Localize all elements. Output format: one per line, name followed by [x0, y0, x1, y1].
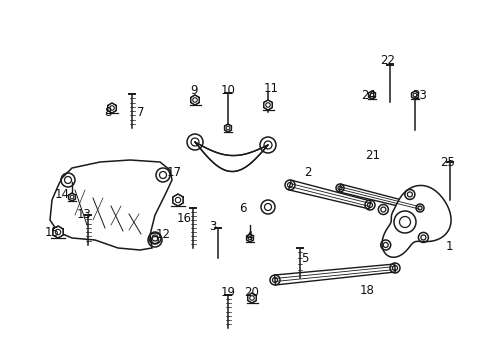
Polygon shape: [108, 103, 116, 113]
Text: 22: 22: [381, 54, 395, 67]
Text: 20: 20: [245, 285, 259, 298]
Text: 7: 7: [137, 105, 145, 118]
Polygon shape: [247, 293, 256, 303]
Text: 5: 5: [301, 252, 309, 265]
Text: 21: 21: [366, 149, 381, 162]
Text: 4: 4: [245, 230, 253, 243]
Polygon shape: [289, 180, 371, 209]
Polygon shape: [53, 226, 63, 238]
Text: 25: 25: [441, 156, 455, 168]
Polygon shape: [274, 264, 395, 285]
Text: 2: 2: [304, 166, 312, 179]
Text: 15: 15: [45, 225, 59, 239]
Text: 11: 11: [264, 81, 278, 95]
Text: 10: 10: [220, 84, 235, 96]
Text: 3: 3: [209, 220, 217, 233]
Polygon shape: [195, 142, 268, 171]
Text: 17: 17: [167, 166, 181, 179]
Text: 6: 6: [239, 202, 247, 215]
Text: 9: 9: [190, 84, 198, 96]
Text: 19: 19: [220, 285, 236, 298]
Polygon shape: [191, 95, 199, 105]
Text: 14: 14: [54, 188, 70, 201]
Polygon shape: [368, 91, 375, 99]
Polygon shape: [173, 194, 183, 206]
Text: 8: 8: [104, 105, 112, 118]
Text: 1: 1: [445, 240, 453, 253]
Text: 16: 16: [176, 212, 192, 225]
Text: 13: 13: [76, 207, 92, 220]
Polygon shape: [412, 91, 418, 99]
Polygon shape: [69, 193, 75, 201]
Text: 12: 12: [155, 228, 171, 240]
Polygon shape: [382, 185, 451, 257]
Text: 23: 23: [413, 89, 427, 102]
Polygon shape: [264, 100, 272, 110]
Polygon shape: [246, 234, 253, 242]
Polygon shape: [50, 160, 172, 250]
Polygon shape: [339, 184, 421, 211]
Text: 18: 18: [360, 284, 374, 297]
Text: 24: 24: [362, 89, 376, 102]
Polygon shape: [224, 124, 231, 132]
